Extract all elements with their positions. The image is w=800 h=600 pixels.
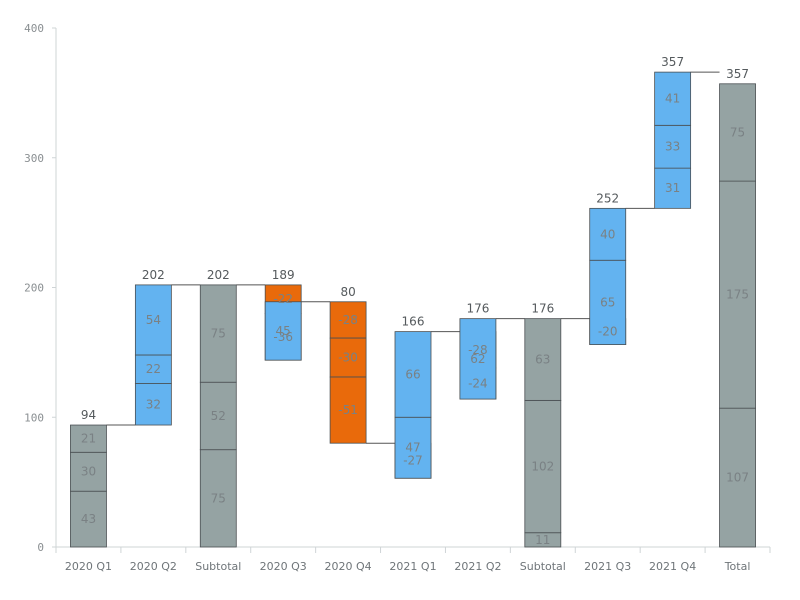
x-tick-label: Total: [724, 560, 751, 573]
segment-value-label: 41: [665, 92, 680, 106]
x-tick-label: 2020 Q4: [325, 560, 372, 573]
y-tick-label: 200: [24, 282, 44, 295]
y-tick-label: 100: [24, 411, 44, 424]
segment-value-label: 75: [211, 327, 226, 341]
segment-value-label: 54: [146, 313, 161, 327]
bar-total-label: 94: [81, 408, 96, 422]
bar-segment: [199, 449, 237, 548]
bar-total-label: 252: [596, 191, 619, 205]
segment-value-label: -28: [338, 313, 358, 327]
bar-total-label: 202: [142, 268, 165, 282]
bar-total-label: 166: [402, 315, 425, 329]
segment-value-label: -24: [468, 377, 488, 391]
bar-segment: [719, 83, 756, 182]
bar-segment: [654, 124, 692, 169]
bar-segment: [589, 207, 627, 261]
segment-value-label: 47: [405, 441, 420, 455]
bar-total-label: 189: [272, 268, 295, 282]
x-tick-label: 2021 Q3: [584, 560, 631, 573]
segment-value-label: -27: [403, 454, 423, 468]
segment-value-label: 175: [726, 288, 749, 302]
segment-value-label: 11: [535, 533, 550, 547]
bar-total-label: 357: [726, 67, 749, 81]
segment-value-label: 75: [730, 125, 745, 139]
connectors: [106, 71, 720, 444]
segment-value-label: 32: [146, 397, 161, 411]
bar-segment: [719, 180, 756, 409]
bar-total-label: 357: [661, 55, 684, 69]
bar-segment: [459, 318, 497, 400]
segment-value-label: 66: [405, 367, 420, 381]
y-tick-label: 0: [37, 541, 44, 554]
segment-value-label: 33: [665, 140, 680, 154]
bar-segment: [199, 381, 237, 451]
bar-segment: [524, 399, 562, 534]
bar-total-label: 176: [466, 302, 489, 316]
y-tick-label: 300: [24, 152, 44, 165]
bar-total-label: 80: [340, 285, 355, 299]
segment-value-label: 63: [535, 353, 550, 367]
bar-total-label: 202: [207, 268, 230, 282]
x-tick-label: 2021 Q2: [454, 560, 501, 573]
segment-value-label: 31: [665, 181, 680, 195]
segment-value-label: 62: [470, 352, 485, 366]
segment-value-label: 102: [531, 460, 554, 474]
segment-value-label: 75: [211, 491, 226, 505]
segment-value-label: -30: [338, 351, 358, 365]
bars: [70, 71, 756, 548]
segment-value-label: -51: [338, 403, 358, 417]
bar-segment: [329, 376, 367, 444]
bar-segment: [70, 490, 107, 548]
segment-value-label: 52: [211, 409, 226, 423]
bar-segment: [199, 284, 237, 383]
bar-segment: [524, 318, 562, 401]
x-tick-label: Subtotal: [520, 560, 566, 573]
bar-segment: [329, 337, 367, 378]
x-tick-label: 2020 Q1: [65, 560, 112, 573]
bar-segment: [134, 284, 172, 356]
segment-value-label: 22: [146, 362, 161, 376]
x-tick-label: 2020 Q3: [260, 560, 307, 573]
bar-total-label: 176: [531, 302, 554, 316]
bar-segment: [654, 71, 692, 126]
bar-segment: [70, 451, 107, 492]
bar-segment: [70, 424, 107, 453]
segment-value-label: 21: [81, 432, 96, 446]
segment-value-label: 30: [81, 465, 96, 479]
x-tick-label: Subtotal: [195, 560, 241, 573]
x-tick-label: 2021 Q1: [389, 560, 436, 573]
segment-value-label: 40: [600, 227, 615, 241]
segment-value-label: -20: [598, 325, 618, 339]
bar-segment: [589, 259, 627, 345]
segment-value-label: -28: [468, 343, 488, 357]
x-tick-label: 2021 Q4: [649, 560, 696, 573]
segment-value-label: 43: [81, 512, 96, 526]
y-axis: 0 100 200 300 400: [24, 22, 57, 554]
x-tick-label: 2020 Q2: [130, 560, 177, 573]
bar-segment: [329, 301, 367, 339]
y-tick-label: 400: [24, 22, 44, 35]
bar-segment: [394, 331, 432, 418]
segment-value-label: -36: [273, 330, 293, 344]
x-axis: 2020 Q1 2020 Q2 Subtotal 2020 Q3 2020 Q4 2021…: [55, 546, 771, 573]
segment-value-label: -22: [273, 292, 293, 306]
bar-segment: [264, 301, 302, 361]
segment-value-label: 65: [600, 295, 615, 309]
segment-value-label: 107: [726, 471, 749, 485]
segment-value-label: 45: [276, 324, 291, 338]
bar-segment: [134, 354, 172, 384]
